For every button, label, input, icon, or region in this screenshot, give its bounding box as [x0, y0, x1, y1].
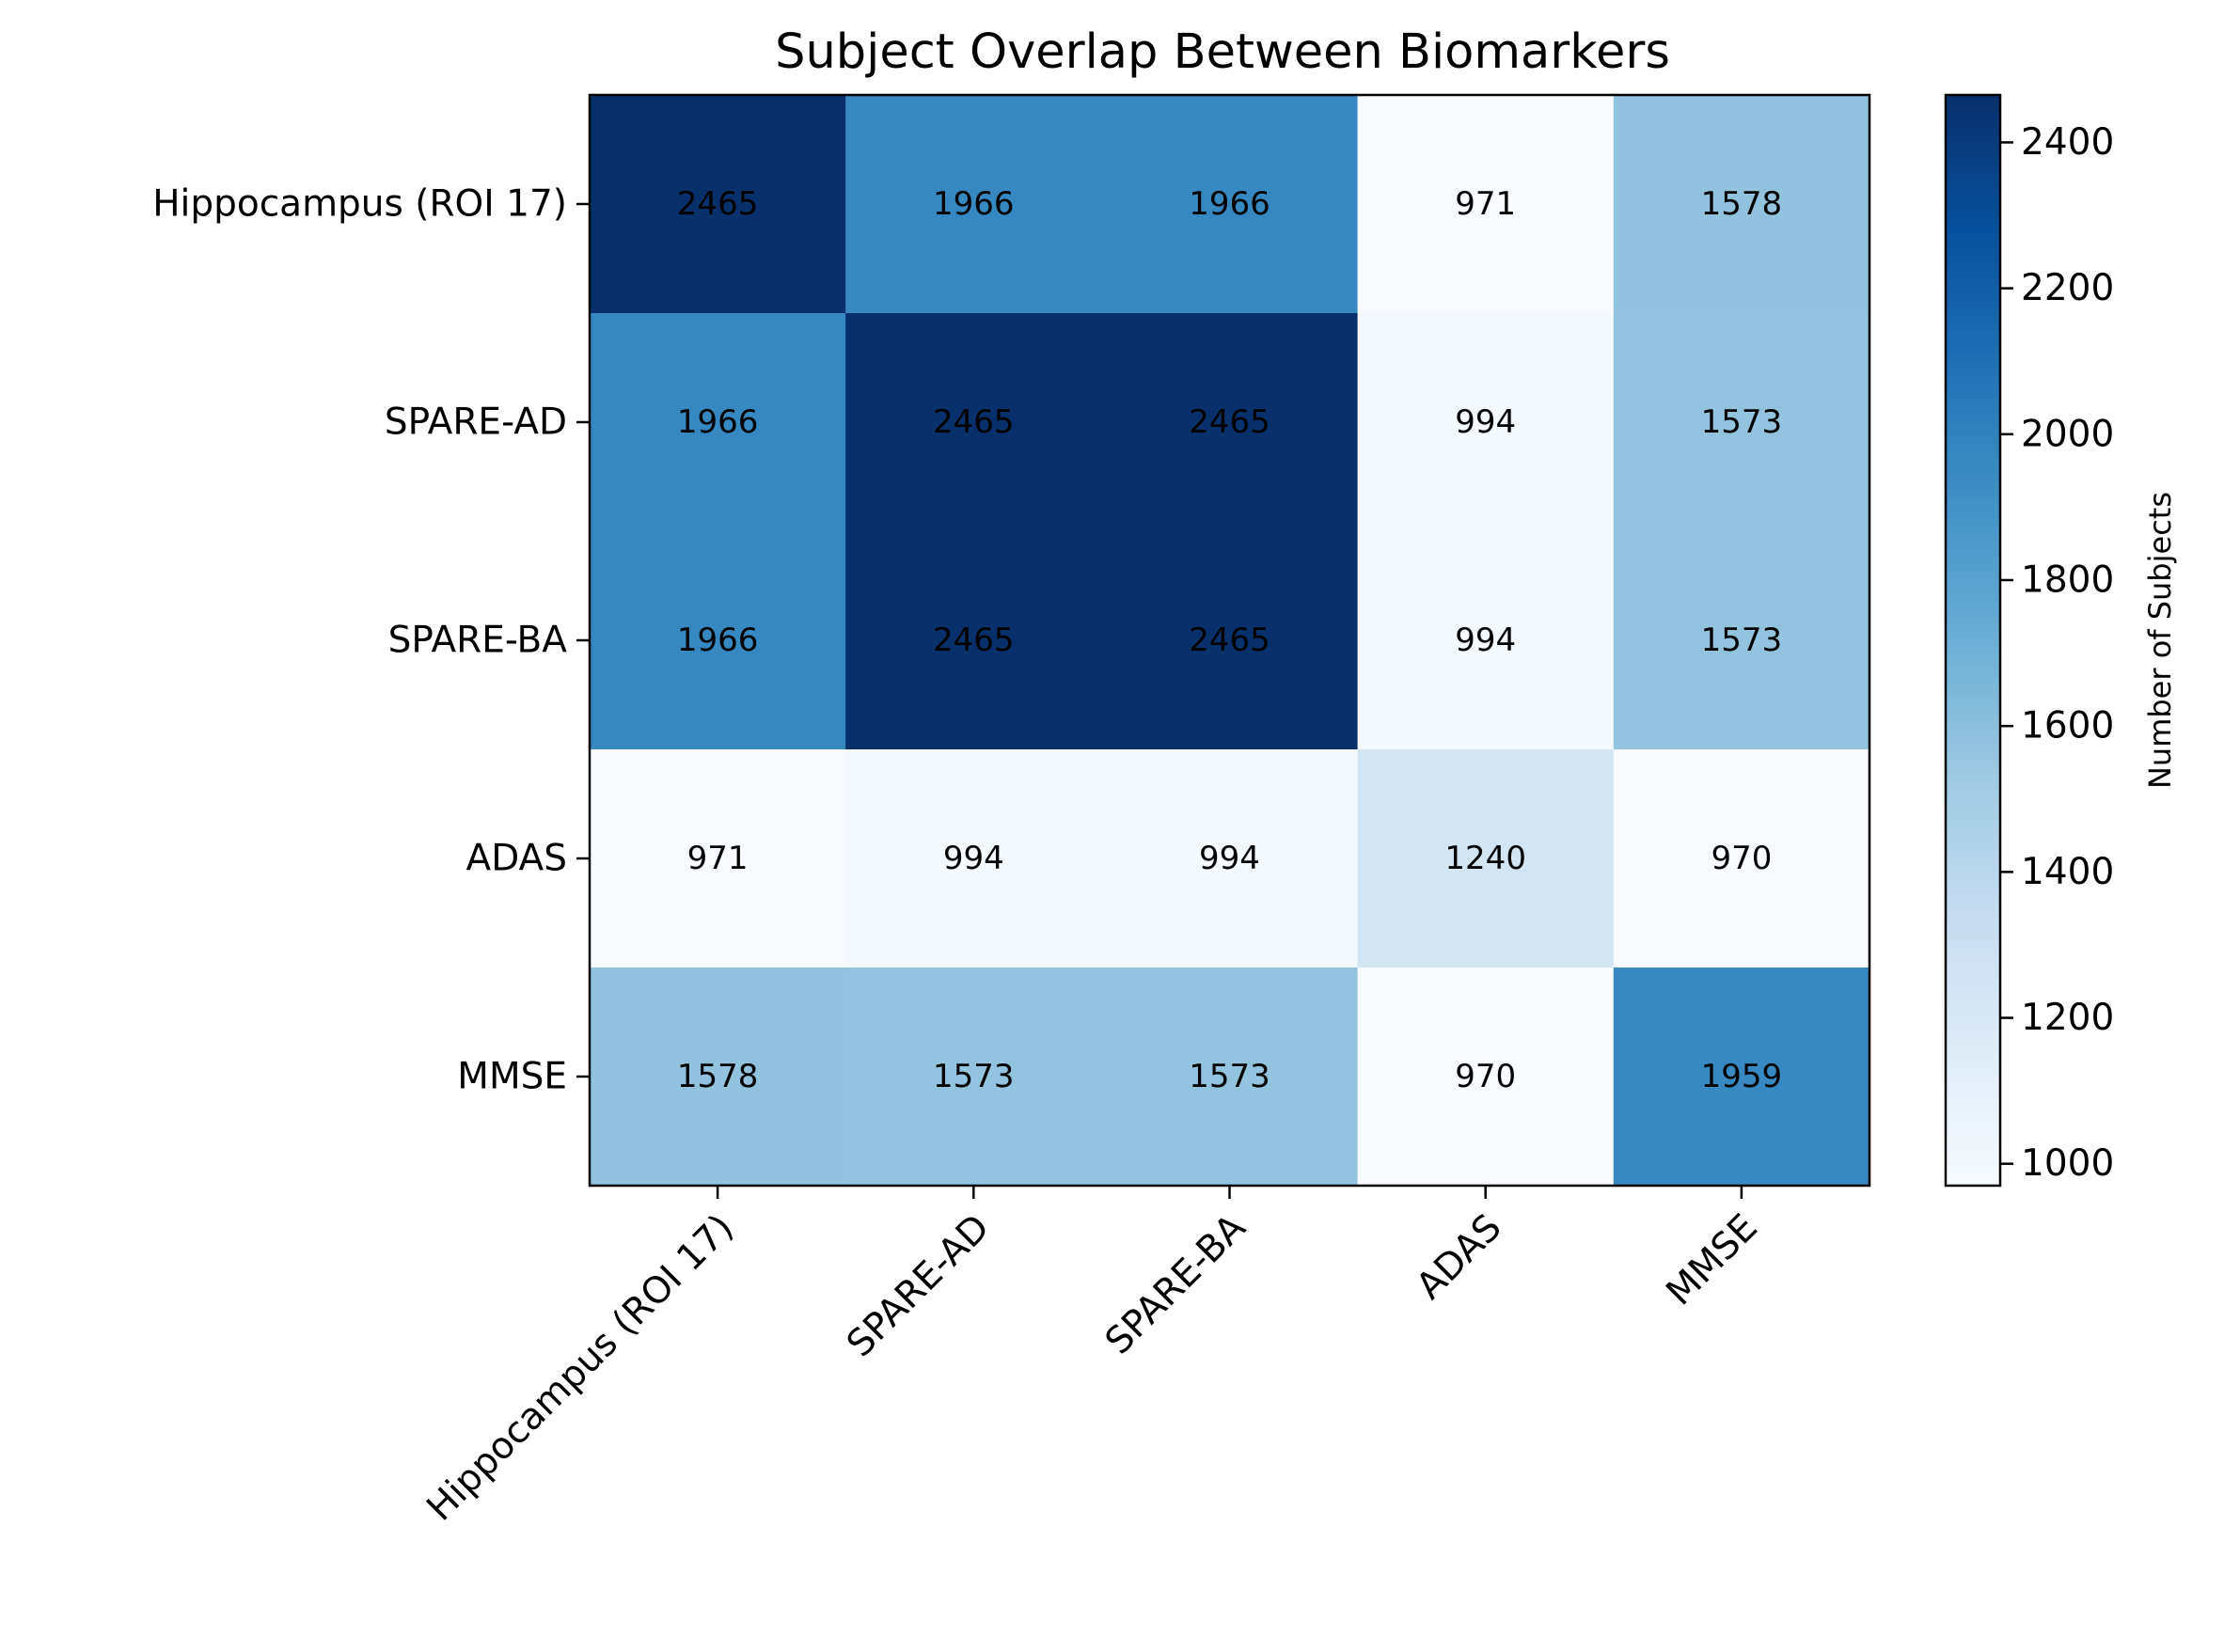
- cell-value-label: 971: [687, 840, 749, 877]
- heatmap-cell: [590, 749, 846, 968]
- heatmap-cell: [590, 313, 846, 532]
- cell-value-label: 1573: [1189, 1058, 1270, 1095]
- colorbar-tick-label: 2200: [2021, 267, 2114, 309]
- x-axis: Hippocampus (ROI 17) SPARE-AD SPARE-BA ADAS…: [418, 1186, 1766, 1530]
- colorbar-tick-label: 2000: [2021, 413, 2114, 455]
- y-axis: Hippocampus (ROI 17) SPARE-AD SPARE-BA ADAS…: [152, 183, 590, 1098]
- cell-value-label: 1573: [1701, 403, 1783, 441]
- cell-value-label: 1959: [1701, 1058, 1783, 1095]
- heatmap-cell: [1613, 531, 1870, 750]
- cell-value-label: 2465: [1189, 621, 1270, 659]
- heatmap-cell: [845, 968, 1102, 1187]
- cell-value-label: 1966: [1189, 185, 1270, 223]
- heatmap-cell: [1101, 313, 1359, 532]
- cell-value-label: 994: [1199, 840, 1260, 877]
- cell-value-label: 1573: [933, 1058, 1015, 1095]
- heatmap-cell: [845, 95, 1102, 314]
- colorbar-ticks: 1000 1200 1400 1600 1800 2000 2200 2400: [2000, 121, 2114, 1185]
- colorbar-tick-label: 1600: [2021, 705, 2114, 747]
- colorbar-gradient: [1944, 93, 2002, 1188]
- cell-value-label: 1966: [677, 403, 759, 441]
- cell-value-label: 1240: [1444, 840, 1526, 877]
- heatmap-cell: [1101, 95, 1359, 314]
- colorbar: 1000 1200 1400 1600 1800 2000 2200 2400 Number …: [1944, 93, 2178, 1188]
- cell-value-label: 994: [1455, 621, 1516, 659]
- heatmap-cell: [1101, 531, 1359, 750]
- cell-value-label: 971: [1455, 185, 1516, 223]
- heatmap-cell: [1613, 749, 1870, 968]
- cell-value-label: 2465: [1189, 403, 1270, 441]
- y-tick-label: MMSE: [457, 1056, 567, 1098]
- heatmap-cell: [1613, 313, 1870, 532]
- y-tick-label: Hippocampus (ROI 17): [152, 183, 567, 226]
- heatmap-cell: [845, 531, 1102, 750]
- heatmap-cell: [1613, 95, 1870, 314]
- x-tick-label: SPARE-AD: [839, 1206, 998, 1365]
- cell-value-label: 1578: [1701, 185, 1783, 223]
- heatmap-cell: [845, 313, 1102, 532]
- cell-value-label: 994: [1455, 403, 1516, 441]
- cell-value-label: 1573: [1701, 621, 1783, 659]
- colorbar-tick-label: 1400: [2021, 851, 2114, 893]
- heatmap-cell: [1613, 968, 1870, 1187]
- cell-value-label: 2465: [933, 621, 1015, 659]
- heatmap-cell: [1357, 313, 1615, 532]
- x-tick-label: Hippocampus (ROI 17): [418, 1206, 742, 1530]
- cell-value-label: 1966: [677, 621, 759, 659]
- heatmap-cell: [590, 95, 846, 314]
- chart-title: Subject Overlap Between Biomarkers: [775, 24, 1670, 80]
- y-tick-label: SPARE-BA: [388, 620, 568, 662]
- x-tick-label: SPARE-BA: [1097, 1206, 1254, 1363]
- cell-value-label: 1578: [677, 1058, 759, 1095]
- x-tick-label: ADAS: [1409, 1206, 1510, 1308]
- heatmap-cell: [590, 968, 846, 1187]
- colorbar-tick-label: 1000: [2021, 1142, 2114, 1185]
- heatmap-cells: [590, 95, 1870, 1187]
- cell-value-label: 2465: [677, 185, 759, 223]
- x-tick-label: MMSE: [1658, 1206, 1765, 1314]
- colorbar-tick-label: 2400: [2021, 121, 2114, 164]
- colorbar-tick-label: 1200: [2021, 997, 2114, 1039]
- heatmap-cell: [1357, 95, 1615, 314]
- y-tick-label: SPARE-AD: [385, 401, 567, 444]
- cell-value-label: 994: [943, 840, 1004, 877]
- colorbar-label: Number of Subjects: [2142, 492, 2178, 789]
- heatmap-cell: [1357, 531, 1615, 750]
- cell-value-label: 970: [1455, 1058, 1516, 1095]
- heatmap-cell: [1101, 968, 1359, 1187]
- cell-value-label: 1966: [933, 185, 1015, 223]
- heatmap-cell: [1357, 749, 1615, 968]
- y-tick-label: ADAS: [466, 838, 567, 880]
- heatmap-cell: [590, 531, 846, 750]
- colorbar-tick-label: 1800: [2021, 559, 2114, 601]
- cell-value-label: 2465: [933, 403, 1015, 441]
- cell-value-label: 970: [1711, 840, 1772, 877]
- heatmap-cell-labels: 2465 1966 1966 971 1578 1966 2465 2465 994 1573 19…: [677, 185, 1782, 1095]
- heatmap-cell: [845, 749, 1102, 968]
- heatmap-cell: [1101, 749, 1359, 968]
- heatmap-cell: [1357, 968, 1615, 1187]
